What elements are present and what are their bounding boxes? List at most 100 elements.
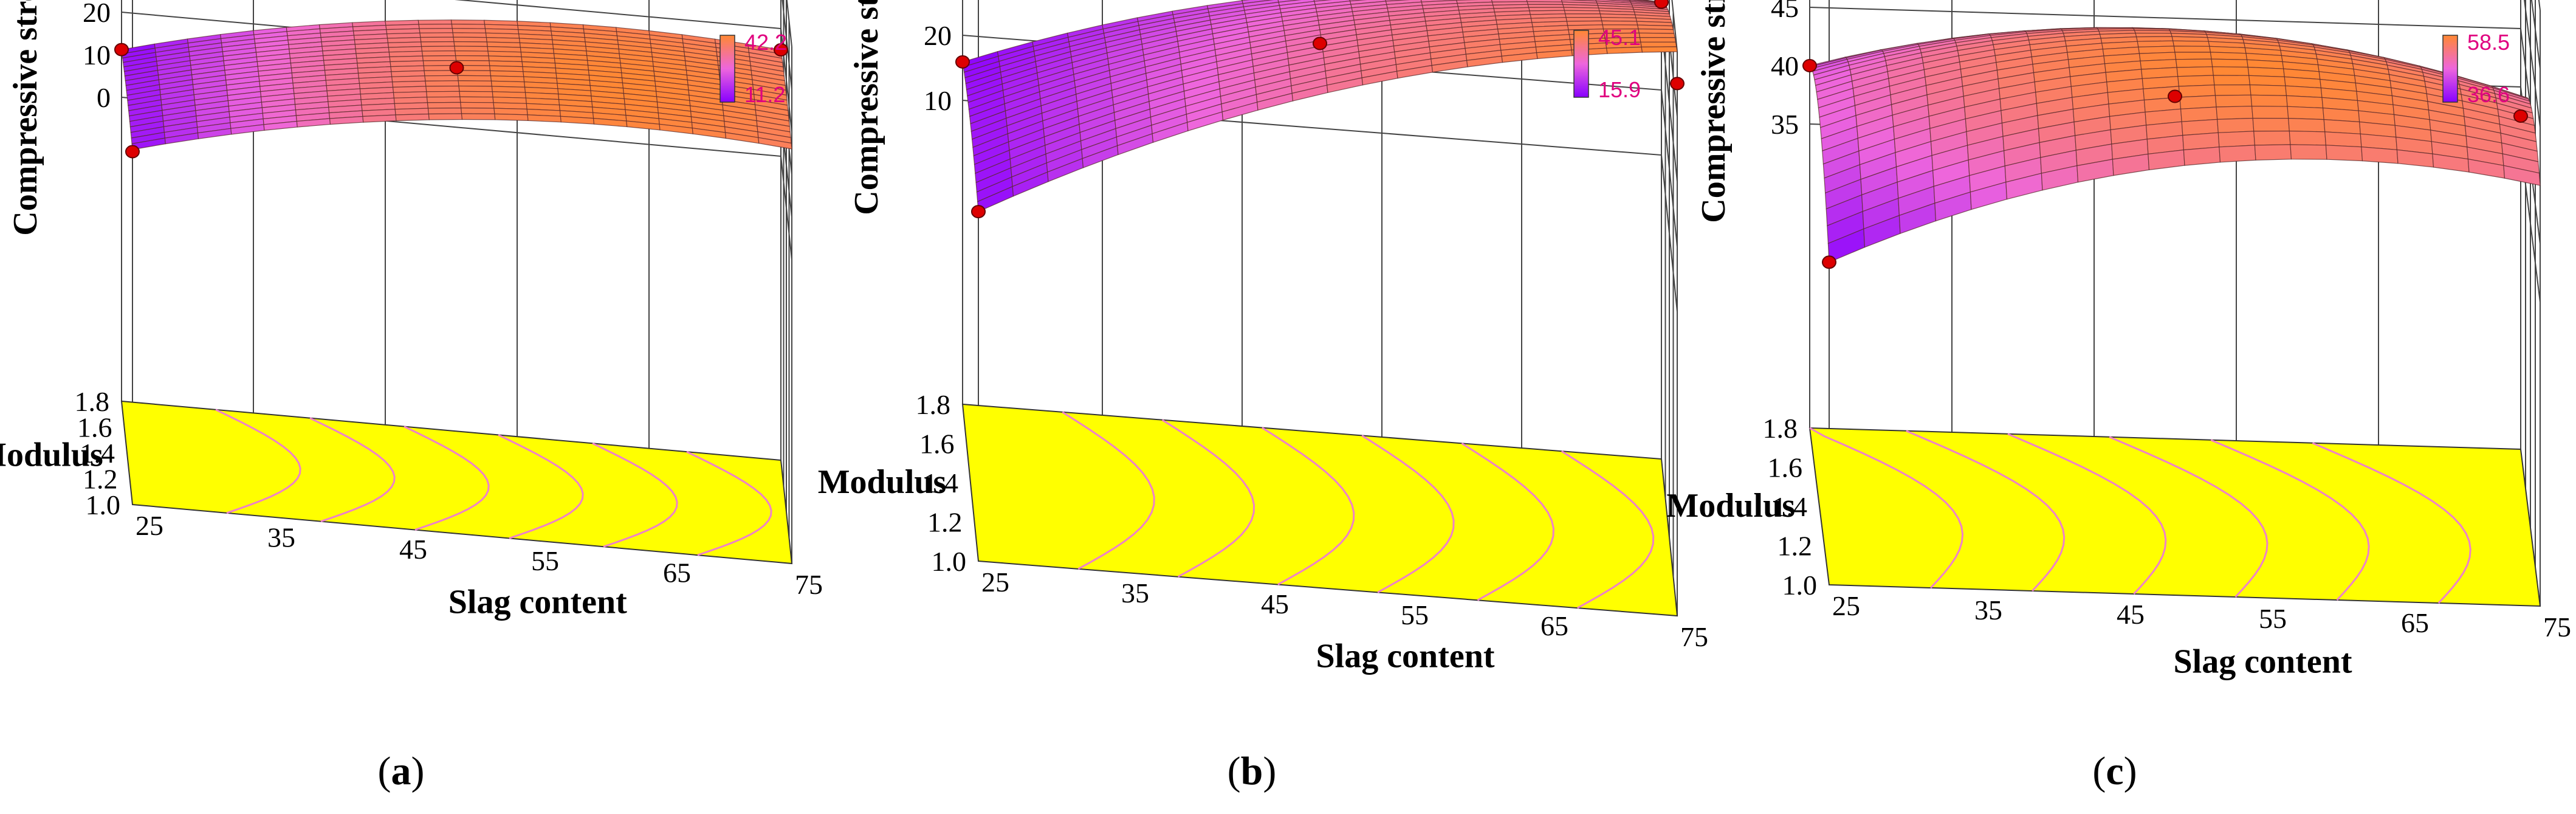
- contour-line: [215, 409, 301, 514]
- z-axis-label: Compressive strength (MPa): [7, 0, 44, 236]
- surface-cell: [424, 75, 459, 82]
- grid-line: [2530, 0, 2541, 69]
- design-point: [1670, 77, 1685, 91]
- z-tick-label: 45: [1771, 0, 1799, 23]
- surface-cell: [2503, 165, 2541, 186]
- surface-cell: [420, 36, 455, 43]
- legend-min: 11.2: [744, 82, 785, 107]
- design-point: [971, 205, 986, 219]
- panel-c: 354045505560Compressive strength (MPa)1.…: [1666, 0, 2571, 793]
- response-surface: [1808, 27, 2541, 263]
- z-tick-label: 40: [1771, 50, 1799, 81]
- design-point: [955, 55, 970, 69]
- y-tick-label: 1.6: [77, 412, 112, 443]
- surface-cell: [461, 107, 495, 115]
- surface-cell: [2251, 106, 2289, 119]
- surface-cell: [2173, 46, 2211, 53]
- surface-cell: [459, 96, 494, 103]
- surface-cell: [426, 91, 461, 98]
- y-axis-label: Modulus: [818, 463, 947, 501]
- x-tick-label: 65: [663, 557, 691, 588]
- surface-cell: [2214, 84, 2251, 96]
- x-tick-label: 45: [1261, 588, 1289, 619]
- surface-cell: [2172, 40, 2210, 47]
- surface-cell: [2210, 52, 2248, 60]
- surface-cell: [417, 19, 453, 25]
- y-axis-label: Modulus: [1666, 487, 1795, 525]
- legend-max: 58.5: [2467, 30, 2510, 55]
- response-surface: [121, 19, 792, 150]
- panel-b: 1020304050Compressive strength (MPa)1.01…: [818, 0, 1708, 793]
- x-tick-label: 55: [531, 545, 559, 576]
- surface-cell: [2216, 106, 2253, 120]
- surface-cell: [2217, 131, 2256, 148]
- surface-cell: [2253, 130, 2291, 146]
- grid-line: [1664, 0, 1678, 117]
- x-tick-label: 45: [399, 534, 427, 565]
- panel-label: (b): [1228, 749, 1277, 793]
- grid-line: [2524, 0, 2541, 128]
- z-axis-label: Compressive strength (MPa): [848, 0, 885, 215]
- surface-cell: [1640, 41, 1677, 48]
- contour-floor: [1808, 427, 2541, 607]
- contour-line: [1561, 450, 1655, 609]
- z-tick-label: 20: [924, 20, 952, 51]
- x-tick-label: 25: [981, 567, 1009, 598]
- surface-cell: [2183, 147, 2221, 166]
- surface-cell: [2324, 131, 2362, 148]
- legend-min: 36.6: [2467, 82, 2510, 107]
- floor-contours: [1809, 427, 2471, 604]
- legend-bar: [720, 35, 735, 103]
- contour-line: [2109, 436, 2269, 598]
- surface-cell: [421, 41, 455, 47]
- surface-cell: [2361, 147, 2399, 164]
- surface-cell: [1564, 10, 1601, 15]
- contour-line: [309, 417, 396, 523]
- color-legend: 58.5 36.6: [2442, 30, 2510, 107]
- x-tick-label: 45: [2117, 599, 2145, 630]
- design-point: [114, 43, 129, 57]
- surface-cell: [395, 113, 430, 122]
- surface-cell: [428, 113, 463, 120]
- y-tick-label: 1.0: [932, 546, 967, 577]
- x-axis-label: Slag content: [1316, 638, 1495, 675]
- x-axis-label: Slag content: [448, 583, 627, 621]
- design-point: [1822, 255, 1836, 269]
- x-tick-label: 35: [267, 522, 295, 553]
- legend-min: 15.9: [1598, 77, 1641, 102]
- surface-cell: [427, 102, 462, 109]
- surface-cell: [2177, 75, 2215, 87]
- surface-cell: [2178, 85, 2216, 98]
- surface-cell: [1641, 46, 1678, 53]
- y-tick-label: 1.8: [75, 386, 110, 417]
- x-tick-label: 65: [2401, 607, 2429, 638]
- y-tick-label: 1.4: [924, 467, 959, 498]
- y-tick-label: 1.8: [916, 389, 951, 420]
- surface-cell: [2286, 95, 2324, 109]
- design-point: [774, 43, 788, 57]
- surface-cell: [425, 80, 459, 87]
- surface-cell: [457, 75, 492, 81]
- surface-cell: [2219, 145, 2256, 163]
- y-axis-label: Modulus: [0, 436, 103, 474]
- design-point: [1313, 36, 1327, 50]
- contour-line: [2210, 439, 2370, 601]
- surface-cell: [2248, 75, 2286, 86]
- grid-line: [786, 0, 792, 47]
- surface-cell: [2134, 30, 2172, 34]
- y-tick-label: 1.4: [80, 438, 115, 469]
- contour-line: [1062, 411, 1155, 570]
- contour-line: [1161, 419, 1255, 578]
- grid-line: [455, 0, 792, 133]
- response-surface: [962, 0, 1678, 212]
- surface-cell: [2174, 52, 2212, 60]
- surface-cell: [2212, 66, 2250, 76]
- floor-contours: [1062, 411, 1655, 609]
- x-tick-label: 25: [1832, 590, 1860, 621]
- y-tick-label: 1.2: [927, 507, 963, 538]
- surface-cell: [2254, 144, 2292, 161]
- surface-cell: [419, 28, 453, 33]
- z-tick-label: 10: [83, 40, 111, 71]
- x-tick-label: 35: [1974, 595, 2002, 626]
